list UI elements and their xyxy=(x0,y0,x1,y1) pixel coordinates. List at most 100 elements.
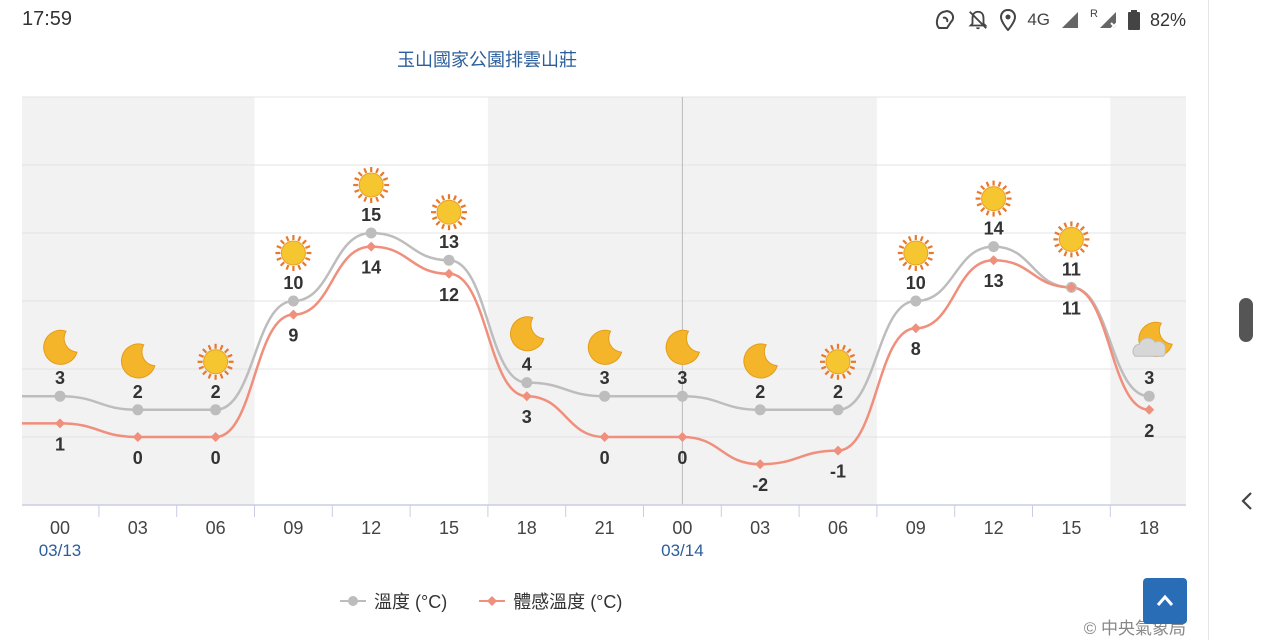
apparent-temperature-point[interactable] xyxy=(599,432,610,442)
apparent-temperature-label: 14 xyxy=(361,258,381,278)
moon-icon xyxy=(121,343,156,379)
apparent-temperature-point[interactable] xyxy=(55,418,65,429)
temperature-point[interactable] xyxy=(676,390,688,402)
legend-label-temperature: 溫度 (°C) xyxy=(374,592,448,612)
sun-icon xyxy=(353,167,390,203)
x-tick-label: 21 xyxy=(595,518,615,538)
apparent-temperature-label: 11 xyxy=(1062,298,1081,318)
apparent-temperature-point[interactable] xyxy=(677,432,688,442)
temperature-label: 3 xyxy=(600,368,610,388)
apparent-temperature-label: 0 xyxy=(211,448,221,468)
apparent-temperature-label: 9 xyxy=(288,326,298,346)
chevron-left-icon[interactable] xyxy=(1239,490,1255,512)
temperature-point[interactable] xyxy=(443,254,455,266)
apparent-temperature-point[interactable] xyxy=(288,309,299,320)
apparent-temperature-point[interactable] xyxy=(988,255,999,266)
apparent-temperature-point[interactable] xyxy=(1144,404,1155,415)
nfc-icon xyxy=(933,8,957,32)
cloud-icon xyxy=(1132,337,1166,357)
temperature-label: 3 xyxy=(677,368,687,388)
temperature-point[interactable] xyxy=(599,390,611,402)
temperature-label: 3 xyxy=(55,368,65,388)
apparent-temperature-label: -1 xyxy=(830,462,846,482)
apparent-temperature-point[interactable] xyxy=(521,391,532,402)
apparent-temperature-point[interactable] xyxy=(910,323,921,334)
sun-icon xyxy=(820,343,856,380)
status-icons: 4G R 82% xyxy=(933,6,1186,34)
temperature-label: 14 xyxy=(984,219,1004,239)
temperature-point[interactable] xyxy=(365,227,377,239)
apparent-temperature-point[interactable] xyxy=(444,268,454,279)
moon-icon xyxy=(587,329,623,365)
apparent-temperature-label: 0 xyxy=(677,448,687,468)
temperature-label: 10 xyxy=(906,273,926,293)
temperature-point[interactable] xyxy=(754,404,766,416)
legend-label-apparent-temperature: 體感溫度 (°C) xyxy=(513,592,623,612)
apparent-temperature-point[interactable] xyxy=(132,432,143,442)
temperature-point[interactable] xyxy=(832,404,844,416)
temperature-point[interactable] xyxy=(988,241,1000,253)
temperature-point[interactable] xyxy=(54,390,66,402)
temperature-label: 10 xyxy=(283,273,303,293)
side-panel xyxy=(1208,0,1280,640)
temperature-point[interactable] xyxy=(132,404,144,416)
sun-icon xyxy=(975,180,1012,217)
roaming-indicator: R xyxy=(1090,8,1098,20)
legend-item-apparent-temperature[interactable]: 體感溫度 (°C) xyxy=(479,588,622,614)
apparent-temperature-label: 0 xyxy=(133,448,143,468)
x-tick-label: 12 xyxy=(984,518,1004,538)
apparent-temperature-point[interactable] xyxy=(1066,282,1077,293)
moon-icon xyxy=(43,329,78,365)
temperature-point[interactable] xyxy=(210,404,222,416)
apparent-temperature-label: 0 xyxy=(600,448,610,468)
apparent-temperature-label: 13 xyxy=(984,271,1004,291)
x-tick-label: 15 xyxy=(1061,518,1081,538)
x-tick-label: 06 xyxy=(828,518,848,538)
temperature-point[interactable] xyxy=(287,295,299,307)
sun-icon xyxy=(897,235,934,271)
apparent-temperature-point[interactable] xyxy=(755,459,766,470)
apparent-temperature-label: 8 xyxy=(911,339,921,359)
scroll-top-button[interactable] xyxy=(1143,578,1187,624)
battery-icon xyxy=(1127,10,1140,30)
moon-icon xyxy=(510,316,545,352)
temperature-label: 13 xyxy=(439,232,459,252)
temperature-label: 11 xyxy=(1062,259,1081,279)
forecast-chart: 玉山國家公園排雲山莊 00 03 06 09 12 15 18 21 00 03 06 09 12 15 1… xyxy=(21,50,1187,638)
sun-icon xyxy=(431,194,467,231)
temperature-point[interactable] xyxy=(910,295,922,307)
temperature-label: 4 xyxy=(522,355,532,375)
temperature-point[interactable] xyxy=(521,377,533,389)
temperature-label: 2 xyxy=(833,382,843,402)
temperature-label: 2 xyxy=(211,382,221,402)
temperature-point[interactable] xyxy=(1143,390,1155,402)
x-tick-label: 15 xyxy=(439,518,459,538)
legend-item-temperature[interactable]: 溫度 (°C) xyxy=(340,588,447,614)
chevron-up-icon xyxy=(1156,594,1174,606)
status-time: 17:59 xyxy=(22,8,73,30)
signal-icon xyxy=(1060,10,1080,30)
notifications-off-icon xyxy=(967,9,989,31)
moon-icon xyxy=(743,343,778,379)
location-icon xyxy=(999,9,1017,31)
battery-percent: 82% xyxy=(1149,9,1186,30)
x-tick-label: 03 xyxy=(750,518,770,538)
chart-title: 玉山國家公園排雲山莊 xyxy=(397,50,577,70)
sun-icon xyxy=(1053,221,1090,258)
x-tick-label: 03 xyxy=(128,518,148,538)
chart-legend: 溫度 (°C) 體感溫度 (°C) xyxy=(340,588,622,614)
status-bar: 17:59 4G R 82% xyxy=(0,0,1208,40)
x-tick-label: 18 xyxy=(517,518,537,538)
apparent-temperature-point[interactable] xyxy=(833,445,843,456)
x-tick-label: 06 xyxy=(206,518,226,538)
x-tick-label: 09 xyxy=(906,518,926,538)
apparent-temperature-label: 3 xyxy=(522,407,532,427)
sun-icon xyxy=(275,235,312,271)
temperature-label: 2 xyxy=(133,382,143,402)
apparent-temperature-point[interactable] xyxy=(210,432,221,442)
apparent-temperature-point[interactable] xyxy=(366,241,377,252)
network-type: 4G xyxy=(1027,10,1051,29)
scroll-handle[interactable] xyxy=(1239,298,1253,342)
moon-icon xyxy=(665,329,701,365)
